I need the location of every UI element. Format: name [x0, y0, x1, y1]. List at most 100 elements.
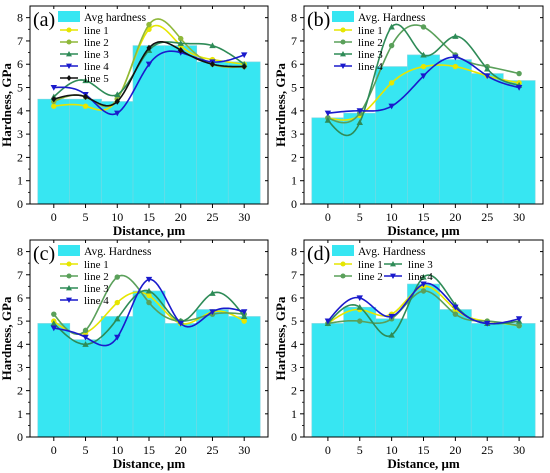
legend-series-label: line 4 — [358, 61, 383, 73]
series-3-point-0 — [324, 116, 332, 123]
x-tick-label: 25 — [481, 210, 493, 224]
series-5-point-5 — [82, 93, 89, 101]
legend-series-label: line 2 — [84, 37, 109, 49]
x-tick-label: 20 — [175, 443, 187, 457]
bar-0 — [37, 98, 71, 205]
series-2-point-10 — [388, 42, 395, 49]
series-3-point-20 — [177, 40, 184, 46]
y-tick-label: 7 — [291, 268, 297, 282]
x-tick-label: 0 — [325, 210, 331, 224]
bar-0 — [37, 323, 71, 438]
series-5-point-30 — [241, 63, 247, 70]
series-4-point-0 — [324, 318, 332, 325]
panel-label: (b) — [307, 9, 330, 31]
series-2-point-15 — [420, 24, 427, 30]
bar-0 — [311, 323, 345, 438]
series-2-point-10 — [114, 274, 120, 280]
legend-marker — [390, 261, 396, 267]
x-axis-label: Distance, μm — [387, 456, 460, 471]
legend-bar-swatch — [58, 11, 80, 22]
series-2-point-15 — [420, 288, 427, 294]
series-3-point-10 — [388, 331, 395, 338]
chart-panel-3: 0 1 2 3 4 5 6 7 8 0 5 10 15 20 25 30 Distance, μm Hardnes… — [0, 239, 269, 471]
bar-25 — [196, 309, 229, 438]
series-4-point-5 — [82, 334, 89, 341]
legend-bar-swatch — [332, 11, 354, 22]
panel-label: (d) — [307, 243, 330, 265]
series-3-point-25 — [209, 290, 216, 296]
y-tick-label: 7 — [17, 34, 23, 48]
legend-marker — [66, 75, 72, 81]
bar-20 — [164, 45, 198, 205]
legend-series-label: line 1 — [358, 25, 383, 37]
legend-series-label: line 1 — [84, 259, 109, 271]
legend-bar-label: Avg. Hardness — [84, 246, 152, 258]
y-tick-label: 6 — [17, 291, 23, 305]
series-3-point-10 — [114, 315, 121, 322]
bar-25 — [196, 61, 229, 205]
series-4-point-25 — [209, 309, 216, 316]
y-tick-label: 6 — [291, 57, 297, 71]
series-4-point-5 — [356, 295, 363, 302]
legend-marker — [66, 285, 72, 291]
x-tick-label: 5 — [83, 443, 89, 457]
legend-series-label: line 2 — [358, 37, 383, 49]
series-1-point-15 — [420, 63, 427, 70]
bar-30 — [227, 61, 261, 205]
series-4-point-15 — [145, 61, 153, 68]
x-tick-label: 20 — [449, 443, 461, 457]
y-tick-label: 3 — [291, 360, 297, 374]
y-tick-label: 0 — [17, 197, 23, 211]
x-tick-label: 5 — [83, 210, 89, 224]
series-2-point-5 — [82, 327, 89, 334]
x-tick-label: 30 — [238, 210, 250, 224]
y-tick-label: 2 — [17, 384, 23, 398]
series-1-point-0 — [51, 103, 57, 109]
y-axis-label: Hardness, GPa — [0, 63, 14, 147]
legend-marker — [66, 63, 72, 69]
series-4-point-0 — [50, 84, 57, 91]
x-axis-label: Distance, μm — [387, 223, 460, 238]
series-1-point-10 — [388, 80, 395, 86]
series-3-point-15 — [420, 273, 427, 280]
legend-bar-swatch — [58, 245, 80, 256]
bar-20 — [164, 323, 198, 438]
x-tick-label: 10 — [111, 443, 123, 457]
bar-30 — [502, 80, 536, 205]
series-3-point-5 — [82, 77, 89, 84]
series-4-point-10 — [114, 334, 121, 341]
series-3-point-5 — [82, 341, 89, 347]
legend-marker — [340, 51, 346, 57]
series-2-point-20 — [452, 311, 459, 317]
series-3-point-5 — [356, 304, 363, 310]
x-tick-label: 0 — [325, 443, 331, 457]
y-tick-label: 6 — [291, 291, 297, 305]
series-2-point-5 — [357, 318, 363, 324]
x-tick-label: 5 — [357, 443, 363, 457]
legend-bar-swatch — [332, 245, 354, 256]
x-tick-label: 15 — [143, 210, 155, 224]
y-tick-label: 5 — [17, 314, 23, 328]
y-tick-label: 2 — [17, 150, 23, 164]
y-tick-label: 2 — [291, 150, 297, 164]
y-tick-label: 3 — [17, 127, 23, 141]
bar-20 — [438, 309, 472, 438]
y-axis-label: Hardness, GPa — [0, 296, 14, 380]
x-tick-label: 30 — [513, 443, 525, 457]
legend-series-label: line 2 — [84, 271, 109, 283]
series-1-point-10 — [114, 299, 120, 306]
y-tick-label: 7 — [291, 34, 297, 48]
series-2-point-15 — [146, 299, 152, 306]
legend-marker — [340, 39, 346, 45]
bar-5 — [69, 339, 102, 438]
bar-10 — [375, 66, 409, 205]
legend-series-label: line 1 — [84, 25, 109, 37]
legend-marker — [66, 297, 72, 303]
y-tick-label: 0 — [17, 430, 23, 444]
series-3-point-25 — [209, 42, 216, 49]
series-4-point-30 — [241, 52, 248, 59]
bar-0 — [311, 117, 345, 205]
x-tick-label: 25 — [481, 443, 493, 457]
x-tick-label: 0 — [51, 210, 57, 224]
legend-marker — [66, 51, 72, 57]
